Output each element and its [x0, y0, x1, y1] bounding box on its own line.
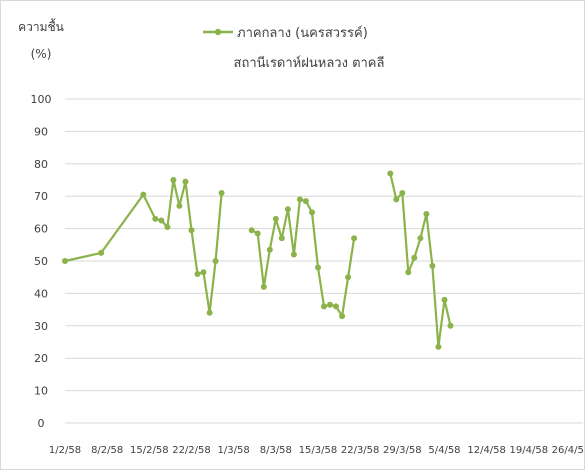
- data-point: [176, 202, 183, 209]
- data-point: [393, 196, 400, 203]
- data-point: [248, 227, 255, 234]
- data-point: [309, 209, 315, 216]
- x-tick-label: 22/2/58: [172, 445, 211, 456]
- y-tick-label: 70: [34, 190, 48, 203]
- data-point: [284, 206, 291, 213]
- x-tick-label: 19/4/58: [510, 445, 549, 456]
- data-point: [435, 343, 442, 350]
- y-tick-label: 30: [34, 320, 48, 333]
- data-point: [441, 296, 448, 303]
- y-tick-label: 80: [34, 158, 48, 171]
- y-tick-label: 100: [31, 93, 52, 106]
- data-point: [266, 246, 273, 253]
- y-tick-label: 60: [34, 223, 48, 236]
- y-tick-label: 50: [34, 255, 48, 268]
- legend-marker-swatch: [214, 28, 222, 36]
- data-point: [188, 227, 195, 234]
- x-tick-label: 1/2/58: [49, 445, 81, 456]
- legend-series-label: ภาคกลาง (นครสวรรค์): [237, 25, 368, 41]
- x-tick-label: 8/2/58: [91, 445, 123, 456]
- x-tick-label: 15/3/58: [299, 445, 338, 456]
- x-tick-label: 1/3/58: [218, 445, 250, 456]
- data-point: [405, 269, 412, 276]
- x-tick-label: 26/4/58: [552, 445, 584, 456]
- data-point: [272, 215, 279, 222]
- data-point: [278, 235, 285, 242]
- data-point: [62, 258, 68, 264]
- x-tick-label: 29/3/58: [383, 445, 422, 456]
- x-tick-label: 22/3/58: [341, 445, 380, 456]
- data-point: [423, 211, 430, 217]
- data-point: [351, 235, 358, 242]
- y-tick-label: 90: [34, 125, 48, 138]
- data-point: [333, 303, 339, 310]
- y-tick-label: 10: [34, 385, 48, 398]
- data-point: [218, 190, 225, 196]
- series-line: [64, 178, 223, 314]
- y-tick-label: 40: [34, 287, 48, 300]
- x-tick-label: 12/4/58: [467, 445, 506, 456]
- data-point: [182, 178, 189, 185]
- data-point: [140, 191, 147, 198]
- data-point: [296, 196, 303, 203]
- data-point: [212, 258, 219, 264]
- data-point: [290, 251, 297, 258]
- data-point: [194, 271, 201, 277]
- x-tick-label: 5/4/58: [428, 445, 460, 456]
- data-point: [417, 235, 424, 242]
- data-point: [152, 215, 159, 222]
- y-axis-label-line1: ความชื้น: [18, 18, 64, 34]
- chart-subtitle: สถานีเรดาห์ฝนหลวง ตาคลี: [234, 55, 385, 71]
- y-axis-label-line2: (%): [31, 47, 52, 61]
- data-point: [339, 313, 346, 320]
- data-point: [260, 283, 267, 290]
- data-point: [411, 254, 418, 261]
- data-point: [302, 198, 309, 205]
- y-tick-label: 20: [34, 352, 48, 365]
- data-point: [315, 264, 321, 271]
- data-point: [327, 301, 333, 308]
- data-point: [345, 274, 352, 281]
- data-point: [98, 249, 105, 256]
- series-line: [251, 198, 356, 318]
- data-point: [429, 262, 436, 269]
- data-point: [447, 322, 454, 329]
- data-point: [158, 217, 165, 224]
- x-tick-label: 8/3/58: [260, 445, 292, 456]
- data-point: [321, 303, 327, 310]
- y-tick-label: 0: [38, 417, 45, 430]
- data-point: [254, 230, 261, 237]
- x-tick-label: 15/2/58: [130, 445, 169, 456]
- series-line: [389, 173, 452, 348]
- data-point: [164, 224, 171, 230]
- data-point: [170, 177, 177, 183]
- data-point: [387, 170, 394, 177]
- data-point: [206, 309, 213, 316]
- data-point: [399, 190, 406, 196]
- legend: ภาคกลาง (นครสวรรค์): [203, 25, 368, 41]
- data-point: [200, 269, 207, 276]
